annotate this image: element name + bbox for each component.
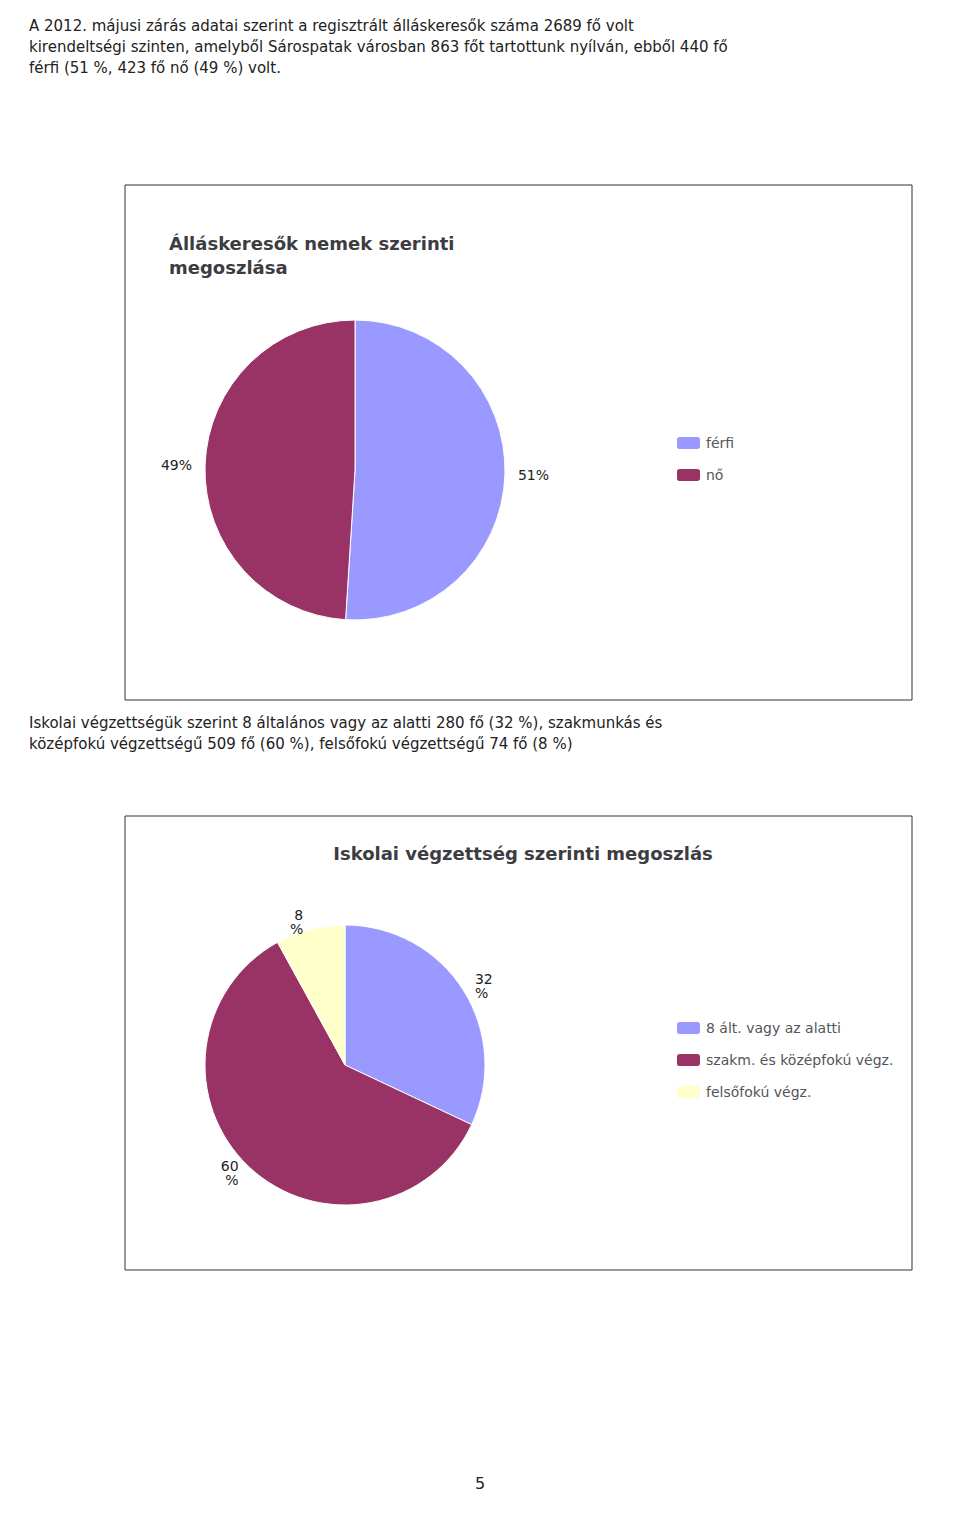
svg-text:megoszlása: megoszlása	[169, 257, 288, 278]
svg-text:kirendeltségi szinten, amelybő: kirendeltségi szinten, amelyből Sárospat…	[29, 38, 728, 56]
svg-text:49%: 49%	[161, 457, 192, 473]
svg-text:férfi: férfi	[706, 435, 734, 451]
svg-text:Iskolai végzettségük szerint 8: Iskolai végzettségük szerint 8 általános…	[29, 714, 663, 732]
svg-text:A 2012. májusi zárás adatai sz: A 2012. májusi zárás adatai szerint a re…	[29, 17, 634, 35]
svg-text:%: %	[290, 921, 303, 937]
svg-text:felsőfokú végz.: felsőfokú végz.	[706, 1084, 811, 1100]
svg-text:férfi (51 %, 423 fő nő (49 %): férfi (51 %, 423 fő nő (49 %) volt.	[29, 59, 281, 77]
svg-text:nő: nő	[706, 467, 723, 483]
svg-text:Iskolai végzettség szerinti me: Iskolai végzettség szerinti megoszlás	[333, 843, 713, 864]
svg-text:%: %	[225, 1172, 238, 1188]
svg-text:szakm. és középfokú végz.: szakm. és középfokú végz.	[706, 1052, 893, 1068]
svg-text:51%: 51%	[518, 467, 549, 483]
svg-text:32: 32	[475, 970, 493, 987]
svg-text:60: 60	[220, 1157, 239, 1174]
svg-text:5: 5	[475, 1474, 485, 1493]
svg-text:%: %	[475, 985, 488, 1001]
svg-text:Álláskeresők nemek szerinti: Álláskeresők nemek szerinti	[169, 233, 455, 254]
svg-text:középfokú végzettségű 509 fő (: középfokú végzettségű 509 fő (60 %), fel…	[29, 735, 573, 753]
svg-text:8: 8	[294, 906, 304, 923]
svg-text:8 ált. vagy az alatti: 8 ált. vagy az alatti	[706, 1020, 841, 1036]
